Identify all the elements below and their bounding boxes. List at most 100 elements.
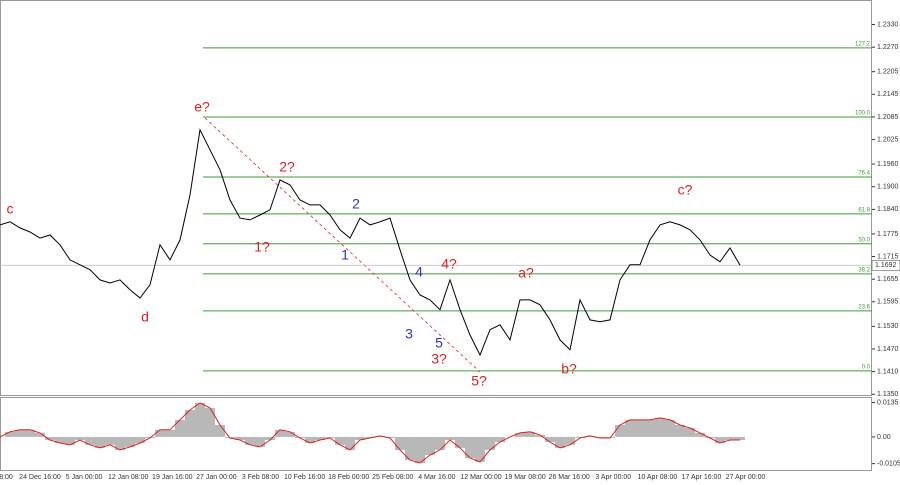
osc-bar — [435, 436, 445, 450]
wave-label: c? — [678, 182, 693, 198]
y-tick-label: 1.1530 — [877, 323, 899, 330]
wave-label: 5 — [435, 335, 443, 351]
wave-label: 2? — [279, 159, 295, 175]
oscillator-panel — [0, 397, 872, 471]
fib-label: 50.0 — [858, 237, 870, 243]
x-tick-label: 24 Dec 16:00 — [19, 474, 61, 481]
y-tick-label: 1.1960 — [877, 161, 899, 168]
y-tick-label: 1.2270 — [877, 44, 899, 51]
osc-bar — [545, 436, 555, 443]
wave-label: 5? — [471, 373, 487, 389]
osc-bar — [265, 436, 275, 440]
osc-bar — [185, 409, 195, 437]
osc-bar — [625, 419, 635, 437]
y-tick-label: 1.1350 — [877, 391, 899, 398]
osc-bar — [485, 436, 495, 450]
y-tick-label: 1.2205 — [877, 69, 899, 76]
main-panel — [0, 0, 872, 396]
x-tick-label: 17 Apr 16:00 — [682, 474, 722, 481]
osc-bar — [575, 436, 585, 438]
osc-bar — [355, 436, 365, 440]
osc-bar — [535, 434, 545, 437]
wave-label: e? — [194, 99, 210, 115]
osc-bar — [305, 436, 315, 444]
osc-bar — [725, 436, 735, 440]
x-tick-label: 10 Apr 08:00 — [638, 474, 678, 481]
y-tick-label: 1.1470 — [877, 346, 899, 353]
x-tick-label: 27 Apr 00:00 — [726, 474, 766, 481]
fib-label: 127.2 — [855, 41, 871, 47]
osc-bar — [45, 436, 55, 440]
y-tick-label: 1.1655 — [877, 276, 899, 283]
osc-bar — [525, 431, 535, 437]
x-tick-label: 12 Mar 00:00 — [460, 474, 501, 481]
osc-bar — [15, 429, 25, 437]
osc-bar — [325, 436, 335, 438]
current-price-label: 1.1692 — [875, 262, 897, 269]
x-tick-label: 27 Jan 00:00 — [196, 474, 237, 481]
osc-bar — [475, 436, 485, 462]
y-tick-label: 1.1410 — [877, 368, 899, 375]
osc-bar — [285, 431, 295, 437]
y-tick-label: 0.00 — [877, 434, 891, 441]
osc-bar — [155, 429, 165, 437]
osc-bar — [5, 431, 15, 437]
wave-label: 1 — [341, 247, 349, 263]
wave-label: 3? — [431, 351, 447, 367]
osc-bar — [345, 436, 355, 450]
wave-label: 1? — [254, 239, 270, 255]
y-tick-label: 1.1715 — [877, 253, 899, 260]
osc-bar — [685, 428, 695, 437]
y-tick-label: 1.1900 — [877, 184, 899, 191]
osc-bar — [695, 432, 705, 437]
y-tick-label: 1.2145 — [877, 91, 899, 98]
osc-bar — [495, 436, 505, 443]
osc-bar — [445, 436, 455, 440]
osc-bar — [245, 436, 255, 445]
fib-diagonal — [204, 117, 481, 373]
osc-bar — [75, 436, 85, 440]
y-tick-label: 1.2025 — [877, 136, 899, 143]
osc-bar — [25, 429, 35, 437]
osc-bar — [455, 436, 465, 448]
osc-bar — [315, 436, 325, 440]
y-tick-label: 1.2330 — [877, 21, 899, 28]
osc-bar — [465, 436, 475, 459]
osc-bar — [405, 436, 415, 461]
osc-bar — [255, 436, 265, 447]
osc-bar — [555, 436, 565, 448]
current-price-box — [871, 259, 900, 271]
osc-bar — [645, 419, 655, 437]
osc-bar — [715, 436, 725, 444]
osc-bar — [235, 436, 245, 440]
y-tick-label: 1.2085 — [877, 114, 899, 121]
x-tick-label: 3 Apr 00:00 — [595, 474, 631, 481]
osc-bar — [675, 424, 685, 437]
y-tick-label: 1.1840 — [877, 206, 899, 213]
osc-bar — [215, 424, 225, 437]
fib-label: 76.4 — [858, 171, 870, 177]
x-tick-label: 25 Feb 08:00 — [372, 474, 413, 481]
x-tick-label: 10 Feb 16:00 — [284, 474, 325, 481]
x-tick-label: 19 Jan 16:00 — [152, 474, 193, 481]
osc-bar — [35, 432, 45, 437]
osc-bar — [395, 436, 405, 450]
osc-bar — [65, 436, 75, 445]
y-tick-label: 1.1595 — [877, 299, 899, 306]
wave-label: 4 — [415, 264, 423, 280]
osc-bar — [135, 436, 145, 444]
wave-label: a? — [518, 265, 534, 281]
wave-label: b? — [561, 361, 577, 377]
fib-label: 0.0 — [862, 364, 871, 370]
osc-bar — [415, 436, 425, 463]
osc-bar — [635, 419, 645, 437]
fib-label: 61.8 — [858, 207, 870, 213]
osc-bar — [425, 436, 435, 455]
osc-bar — [615, 424, 625, 437]
osc-bar — [105, 436, 115, 445]
osc-bar — [195, 402, 205, 437]
osc-bar — [515, 432, 525, 437]
osc-bar — [375, 435, 385, 437]
osc-bar — [565, 436, 575, 445]
